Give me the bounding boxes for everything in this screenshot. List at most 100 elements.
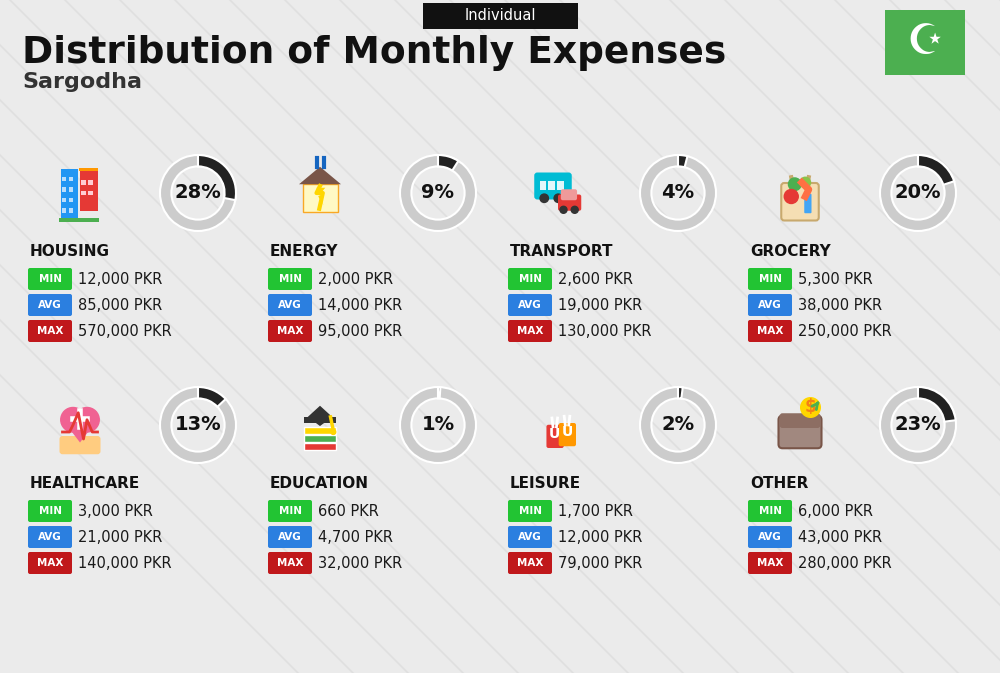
- FancyBboxPatch shape: [302, 184, 338, 212]
- Text: 660 PKR: 660 PKR: [318, 503, 379, 518]
- FancyBboxPatch shape: [548, 181, 555, 190]
- Wedge shape: [640, 155, 716, 231]
- Text: OTHER: OTHER: [750, 476, 808, 491]
- FancyBboxPatch shape: [559, 423, 576, 446]
- FancyBboxPatch shape: [304, 443, 336, 450]
- FancyBboxPatch shape: [748, 268, 792, 290]
- Text: 4,700 PKR: 4,700 PKR: [318, 530, 393, 544]
- FancyBboxPatch shape: [557, 181, 564, 190]
- FancyBboxPatch shape: [62, 198, 66, 203]
- FancyBboxPatch shape: [28, 552, 72, 574]
- Text: 14,000 PKR: 14,000 PKR: [318, 297, 402, 312]
- Text: MIN: MIN: [518, 506, 542, 516]
- FancyBboxPatch shape: [268, 552, 312, 574]
- Text: Sargodha: Sargodha: [22, 72, 142, 92]
- Text: AVG: AVG: [758, 300, 782, 310]
- Text: 3,000 PKR: 3,000 PKR: [78, 503, 153, 518]
- FancyBboxPatch shape: [28, 320, 72, 342]
- Text: 79,000 PKR: 79,000 PKR: [558, 555, 642, 571]
- Text: MIN: MIN: [518, 274, 542, 284]
- Text: 130,000 PKR: 130,000 PKR: [558, 324, 652, 339]
- Wedge shape: [918, 387, 956, 422]
- FancyBboxPatch shape: [778, 416, 822, 448]
- Text: AVG: AVG: [278, 300, 302, 310]
- FancyBboxPatch shape: [781, 183, 819, 221]
- FancyBboxPatch shape: [69, 187, 73, 192]
- Text: MAX: MAX: [517, 558, 543, 568]
- Circle shape: [800, 177, 810, 188]
- FancyBboxPatch shape: [748, 552, 792, 574]
- Text: 1%: 1%: [421, 415, 455, 435]
- Wedge shape: [918, 155, 954, 185]
- FancyBboxPatch shape: [804, 194, 812, 213]
- Text: 12,000 PKR: 12,000 PKR: [78, 271, 162, 287]
- Text: 85,000 PKR: 85,000 PKR: [78, 297, 162, 312]
- Text: MIN: MIN: [38, 274, 62, 284]
- Text: AVG: AVG: [278, 532, 302, 542]
- Text: ENERGY: ENERGY: [270, 244, 338, 258]
- Wedge shape: [678, 155, 687, 167]
- FancyBboxPatch shape: [540, 181, 546, 190]
- Text: AVG: AVG: [758, 532, 782, 542]
- Text: 5,300 PKR: 5,300 PKR: [798, 271, 873, 287]
- Text: MAX: MAX: [757, 326, 783, 336]
- FancyBboxPatch shape: [561, 189, 577, 201]
- Text: 570,000 PKR: 570,000 PKR: [78, 324, 172, 339]
- FancyBboxPatch shape: [304, 435, 336, 441]
- Wedge shape: [880, 387, 956, 463]
- Text: 95,000 PKR: 95,000 PKR: [318, 324, 402, 339]
- FancyBboxPatch shape: [69, 177, 73, 182]
- Text: 4%: 4%: [661, 184, 695, 203]
- FancyBboxPatch shape: [748, 294, 792, 316]
- Text: LEISURE: LEISURE: [510, 476, 581, 491]
- Wedge shape: [160, 387, 236, 463]
- Wedge shape: [400, 387, 476, 463]
- Text: AVG: AVG: [38, 300, 62, 310]
- Polygon shape: [62, 420, 98, 443]
- Text: ☪: ☪: [906, 22, 944, 63]
- Text: Individual: Individual: [464, 9, 536, 24]
- FancyBboxPatch shape: [748, 320, 792, 342]
- FancyBboxPatch shape: [885, 10, 965, 75]
- FancyBboxPatch shape: [508, 500, 552, 522]
- Text: 20%: 20%: [895, 184, 941, 203]
- FancyBboxPatch shape: [59, 217, 99, 221]
- Text: EDUCATION: EDUCATION: [270, 476, 369, 491]
- Text: MAX: MAX: [517, 326, 543, 336]
- Text: 280,000 PKR: 280,000 PKR: [798, 555, 892, 571]
- Circle shape: [75, 407, 99, 432]
- FancyBboxPatch shape: [268, 500, 312, 522]
- Text: MIN: MIN: [759, 274, 782, 284]
- Text: $: $: [805, 398, 816, 417]
- FancyBboxPatch shape: [28, 500, 72, 522]
- Wedge shape: [400, 155, 476, 231]
- Wedge shape: [160, 155, 236, 231]
- Text: GROCERY: GROCERY: [750, 244, 831, 258]
- Circle shape: [801, 398, 820, 417]
- Text: AVG: AVG: [518, 532, 542, 542]
- FancyBboxPatch shape: [268, 526, 312, 548]
- Circle shape: [331, 429, 336, 435]
- FancyBboxPatch shape: [28, 268, 72, 290]
- Text: MAX: MAX: [37, 326, 63, 336]
- Text: 140,000 PKR: 140,000 PKR: [78, 555, 172, 571]
- Wedge shape: [640, 387, 716, 463]
- Text: MIN: MIN: [278, 274, 302, 284]
- FancyBboxPatch shape: [28, 526, 72, 548]
- Text: TRANSPORT: TRANSPORT: [510, 244, 614, 258]
- FancyBboxPatch shape: [62, 177, 66, 182]
- Text: 13%: 13%: [175, 415, 221, 435]
- FancyBboxPatch shape: [534, 172, 572, 199]
- Text: MAX: MAX: [277, 558, 303, 568]
- FancyBboxPatch shape: [268, 294, 312, 316]
- Text: AVG: AVG: [518, 300, 542, 310]
- FancyBboxPatch shape: [81, 191, 86, 195]
- Polygon shape: [316, 188, 325, 205]
- Wedge shape: [198, 155, 236, 200]
- Text: 19,000 PKR: 19,000 PKR: [558, 297, 642, 312]
- Text: MAX: MAX: [757, 558, 783, 568]
- Text: MAX: MAX: [37, 558, 63, 568]
- Text: 6,000 PKR: 6,000 PKR: [798, 503, 873, 518]
- FancyBboxPatch shape: [304, 417, 336, 423]
- Text: U: U: [549, 427, 560, 441]
